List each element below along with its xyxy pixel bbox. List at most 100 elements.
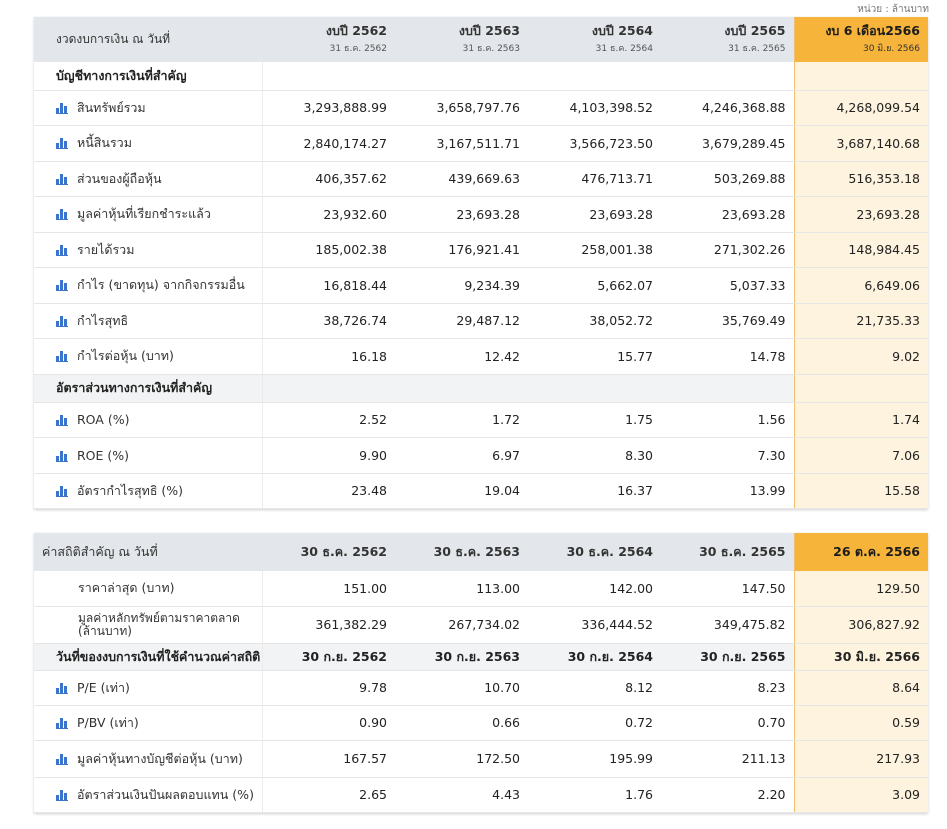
value-cell: 5,037.33 bbox=[661, 267, 794, 304]
row-label-cell: มูลค่าหลักทรัพย์ตามราคาตลาด (ล้านบาท) bbox=[34, 606, 263, 644]
calc-date-label: วันที่ของงบการเงินที่ใช้คำนวณค่าสถิติ bbox=[34, 643, 263, 671]
row-label[interactable]: รายได้รวม bbox=[77, 241, 135, 257]
empty-cell bbox=[262, 374, 395, 403]
row-label[interactable]: อัตราส่วนเงินปันผลตอบแทน (%) bbox=[77, 786, 254, 802]
bar-chart-icon[interactable] bbox=[56, 415, 69, 427]
row-label[interactable]: ROA (%) bbox=[77, 412, 130, 428]
value-cell: 23,693.28 bbox=[395, 196, 528, 233]
row-label[interactable]: P/BV (เท่า) bbox=[77, 714, 139, 730]
row-label[interactable]: ส่วนของผู้ถือหุ้น bbox=[77, 170, 162, 186]
value-cell: 16.18 bbox=[262, 338, 395, 375]
value-cell: 439,669.63 bbox=[395, 161, 528, 197]
row-label[interactable]: กำไรสุทธิ bbox=[77, 312, 129, 328]
bar-chart-icon[interactable] bbox=[56, 753, 69, 765]
table-row: มูลค่าหลักทรัพย์ตามราคาตลาด (ล้านบาท) 361… bbox=[34, 606, 928, 644]
value-cell: 5,662.07 bbox=[528, 267, 661, 304]
value-cell: 23,932.60 bbox=[262, 196, 395, 233]
table-row: ROE (%) 9.90 6.97 8.30 7.30 7.06 bbox=[34, 437, 928, 474]
row-label[interactable]: ROE (%) bbox=[77, 447, 130, 463]
financial-header-label: งวดงบการเงิน ณ วันที่ bbox=[34, 17, 262, 62]
row-label-cell: มูลค่าหุ้นทางบัญชีต่อหุ้น (บาท) bbox=[34, 740, 263, 778]
bar-chart-icon[interactable] bbox=[56, 209, 69, 221]
value-cell: 12.42 bbox=[395, 338, 528, 375]
value-cell: 3,687,140.68 bbox=[793, 125, 928, 162]
row-label[interactable]: มูลค่าหุ้นที่เรียกชำระแล้ว bbox=[77, 206, 211, 222]
row-label[interactable]: หนี้สินรวม bbox=[77, 135, 132, 151]
row-label-cell: อัตราส่วนเงินปันผลตอบแทน (%) bbox=[34, 777, 263, 813]
bar-chart-icon[interactable] bbox=[56, 485, 69, 497]
value-cell: 476,713.71 bbox=[528, 161, 661, 197]
value-cell: 35,769.49 bbox=[661, 303, 794, 339]
table-row: ROA (%) 2.52 1.72 1.75 1.56 1.74 bbox=[34, 402, 928, 438]
bar-chart-icon[interactable] bbox=[56, 280, 69, 292]
bar-chart-icon[interactable] bbox=[56, 717, 69, 729]
value-cell: 10.70 bbox=[395, 670, 528, 706]
row-label: มูลค่าหลักทรัพย์ตามราคาตลาด (ล้านบาท) bbox=[78, 610, 240, 638]
value-cell: 1.72 bbox=[395, 402, 528, 438]
financial-header-row: งวดงบการเงิน ณ วันที่ งบปี 2562 31 ธ.ค. 2… bbox=[34, 17, 928, 62]
empty-cell bbox=[395, 62, 528, 91]
value-cell: 176,921.41 bbox=[395, 232, 528, 268]
row-label[interactable]: P/E (เท่า) bbox=[77, 679, 130, 695]
value-cell: 8.30 bbox=[528, 437, 661, 474]
value-cell: 3,679,289.45 bbox=[661, 125, 794, 162]
row-label[interactable]: มูลค่าหุ้นทางบัญชีต่อหุ้น (บาท) bbox=[77, 750, 243, 766]
bar-chart-icon[interactable] bbox=[56, 682, 69, 694]
statistics-header-label: ค่าสถิติสำคัญ ณ วันที่ bbox=[34, 533, 262, 571]
value-cell: 172.50 bbox=[395, 740, 528, 778]
value-cell: 8.64 bbox=[793, 670, 928, 706]
bar-chart-icon[interactable] bbox=[56, 173, 69, 185]
value-cell: 142.00 bbox=[528, 571, 661, 607]
value-cell: 9.90 bbox=[262, 437, 395, 474]
row-label[interactable]: กำไรต่อหุ้น (บาท) bbox=[77, 348, 174, 364]
value-cell: 151.00 bbox=[262, 571, 395, 607]
bar-chart-icon[interactable] bbox=[56, 789, 69, 801]
value-cell: 1.74 bbox=[793, 402, 928, 438]
value-cell: 167.57 bbox=[262, 740, 395, 778]
stat-col-header-highlight: 26 ต.ค. 2566 bbox=[793, 533, 928, 571]
value-cell: 516,353.18 bbox=[793, 161, 928, 197]
value-cell: 23,693.28 bbox=[661, 196, 794, 233]
value-cell: 4,103,398.52 bbox=[528, 90, 661, 126]
empty-cell bbox=[395, 374, 528, 403]
bar-chart-icon[interactable] bbox=[56, 315, 69, 327]
value-cell: 0.90 bbox=[262, 705, 395, 741]
table-row: หนี้สินรวม 2,840,174.27 3,167,511.71 3,566,… bbox=[34, 125, 928, 162]
row-label-cell: รายได้รวม bbox=[34, 232, 263, 268]
value-cell: 9.78 bbox=[262, 670, 395, 706]
calc-date-cell: 30 ก.ย. 2563 bbox=[395, 643, 528, 671]
table-row: ส่วนของผู้ถือหุ้น 406,357.62 439,669.63 476… bbox=[34, 161, 928, 197]
bar-chart-icon[interactable] bbox=[56, 138, 69, 150]
value-cell: 8.12 bbox=[528, 670, 661, 706]
row-label[interactable]: อัตรากำไรสุทธิ (%) bbox=[77, 482, 184, 498]
row-label[interactable]: กำไร (ขาดทุน) จากกิจกรรมอื่น bbox=[77, 277, 245, 293]
bar-chart-icon[interactable] bbox=[56, 450, 69, 462]
bar-chart-icon[interactable] bbox=[56, 102, 69, 114]
bar-chart-icon[interactable] bbox=[56, 244, 69, 256]
value-cell: 2.20 bbox=[661, 777, 794, 813]
row-label[interactable]: สินทรัพย์รวม bbox=[77, 99, 146, 115]
bar-chart-icon[interactable] bbox=[56, 351, 69, 363]
table-row: มูลค่าหุ้นทางบัญชีต่อหุ้น (บาท) 167.57 172… bbox=[34, 740, 928, 778]
row-label-cell: ราคาล่าสุด (บาท) bbox=[34, 571, 263, 607]
value-cell: 15.77 bbox=[528, 338, 661, 375]
value-cell: 1.76 bbox=[528, 777, 661, 813]
table-row: กำไรต่อหุ้น (บาท) 16.18 12.42 15.77 14.78 9.0… bbox=[34, 338, 928, 375]
table-row: กำไร (ขาดทุน) จากกิจกรรมอื่น 16,818.44 9,2… bbox=[34, 267, 928, 304]
statistics-header-row: ค่าสถิติสำคัญ ณ วันที่ 30 ธ.ค. 2562 30 ธ… bbox=[34, 533, 928, 571]
value-cell: 21,735.33 bbox=[793, 303, 928, 339]
fin-col-header: งบปี 2562 31 ธ.ค. 2562 bbox=[262, 17, 395, 62]
value-cell: 3,167,511.71 bbox=[395, 125, 528, 162]
section-header-row: อัตราส่วนทางการเงินที่สำคัญ bbox=[34, 374, 928, 403]
value-cell: 217.93 bbox=[793, 740, 928, 778]
value-cell: 7.06 bbox=[793, 437, 928, 474]
value-cell: 3,293,888.99 bbox=[262, 90, 395, 126]
value-cell: 2,840,174.27 bbox=[262, 125, 395, 162]
table-row: กำไรสุทธิ 38,726.74 29,487.12 38,052.72 35,7… bbox=[34, 303, 928, 339]
empty-cell bbox=[793, 374, 928, 403]
value-cell: 271,302.26 bbox=[661, 232, 794, 268]
calc-date-cell: 30 ก.ย. 2565 bbox=[661, 643, 794, 671]
row-label-cell: กำไรสุทธิ bbox=[34, 303, 263, 339]
value-cell: 23,693.28 bbox=[528, 196, 661, 233]
value-cell: 23,693.28 bbox=[793, 196, 928, 233]
